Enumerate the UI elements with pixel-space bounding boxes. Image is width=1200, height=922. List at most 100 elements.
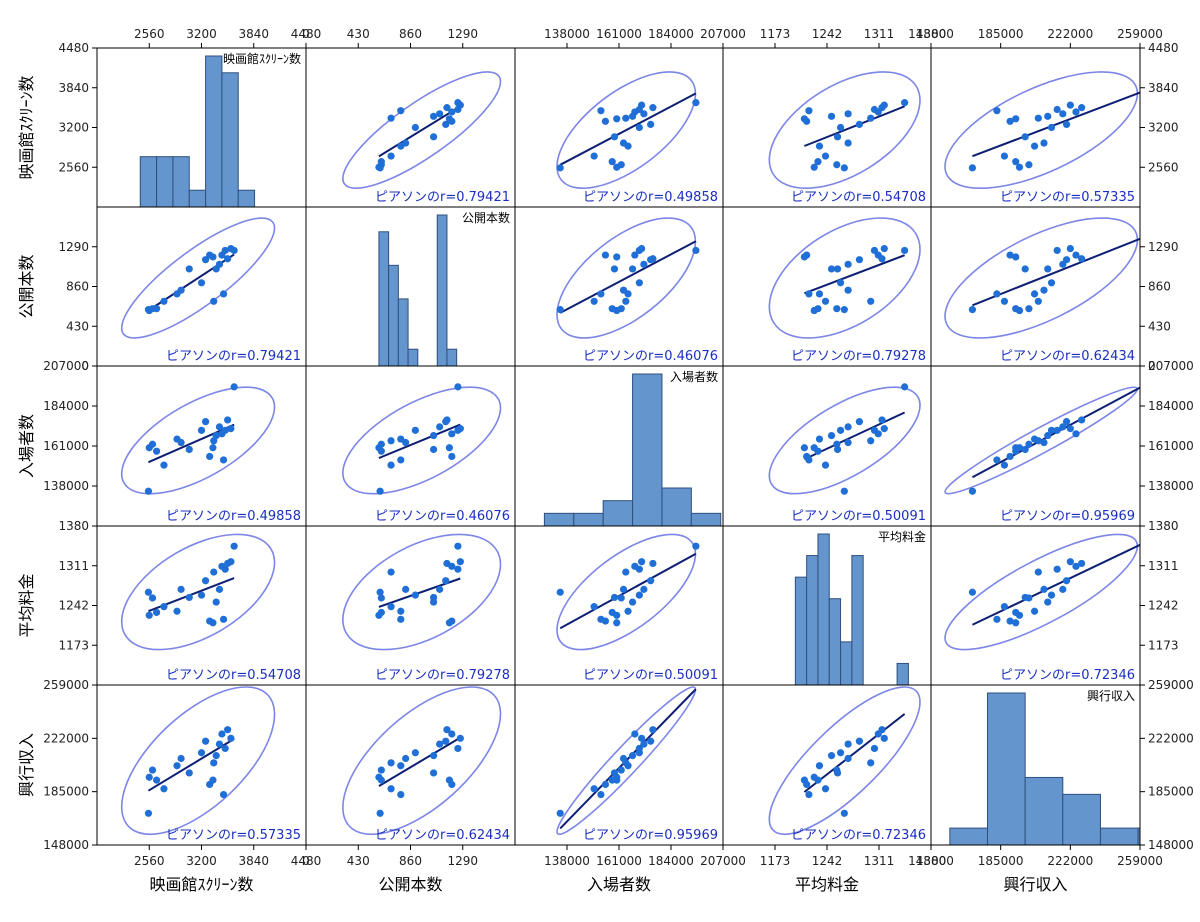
panel-2-4 [944,386,1140,495]
data-point [590,297,598,305]
data-point [209,776,217,784]
data-point [635,279,643,287]
x-tick-label-bottom: 1290 [447,854,478,868]
data-point [429,133,438,141]
data-point [827,265,836,273]
correlation-label: ピアソンのr=0.72346 [791,828,926,843]
panel-border [96,365,307,527]
data-point [148,766,157,774]
data-point [144,487,153,495]
data-point [197,426,206,434]
data-point [397,615,405,623]
data-point [436,110,444,118]
data-point [640,110,648,118]
y-axis-variable-label: 興行収入 [17,733,36,797]
data-point [1006,117,1014,125]
fit-line [559,240,697,314]
data-point [1078,416,1086,424]
histogram-bar [436,214,448,366]
data-point [597,615,605,623]
data-point [429,752,438,760]
panel-0-3 [768,71,921,190]
data-point [647,120,655,128]
histogram-bar [661,487,692,526]
data-point [635,591,643,599]
data-point [1012,158,1020,166]
confidence-ellipse [556,533,697,651]
x-tick-label-bottom: 207000 [700,854,746,868]
y-tick-label-left: 1173 [58,638,89,652]
data-point [1040,286,1048,294]
data-point [833,133,842,141]
x-tick-label-bottom: 259000 [1117,854,1163,868]
x-tick-label-top: 2560 [134,27,165,41]
histogram-bar [840,641,853,685]
data-point [840,164,848,172]
y-tick-label-left: 3840 [58,81,89,95]
y-tick-label-right: 0 [1148,359,1156,373]
data-point [1059,585,1067,593]
data-point [692,246,700,255]
data-point [152,608,161,617]
x-tick-label-bottom: 430 [347,854,370,868]
fit-line [972,91,1140,158]
data-point [387,152,395,160]
fit-line [378,105,461,158]
data-point [628,598,637,606]
x-tick-label-bottom: 860 [399,854,422,868]
data-point [870,426,879,434]
data-point [387,568,395,576]
confidence-ellipse [768,686,921,836]
correlation-label: ピアソンのr=0.49858 [583,190,718,205]
data-point [1025,305,1033,313]
x-tick-label-bottom: 3200 [186,854,217,868]
data-point [827,431,836,440]
x-axis-variable-label: 興行収入 [1003,875,1067,894]
data-point [619,585,628,593]
data-point [209,619,217,627]
confidence-ellipse [342,533,502,651]
histogram-bar [446,348,458,366]
confidence-ellipse [944,71,1139,190]
x-axis-variable-label: 平均料金 [795,875,859,894]
data-point [840,809,848,817]
data-point [224,726,232,734]
x-tick-label-top: 185000 [978,27,1024,41]
data-point [1072,562,1080,570]
data-point [805,790,813,799]
histogram-bar [851,555,864,685]
x-axis-variable-label: 映画館ｽｸﾘｰﾝ数 [149,875,253,894]
diagonal-variable-label: 興行収入 [1087,689,1135,703]
correlation-label: ピアソンのr=0.57335 [1000,190,1135,205]
data-point [402,438,410,447]
data-point [443,104,451,112]
data-point [1021,445,1029,454]
data-point [1000,297,1009,305]
y-tick-label-left: 1242 [58,599,89,613]
data-point [402,139,410,147]
histogram-bar [205,55,223,207]
x-tick-label-top: 259000 [1117,27,1163,41]
data-point [844,286,852,294]
data-point [867,759,875,767]
data-point [993,615,1001,623]
data-point [800,115,808,123]
panel-2-1 [342,383,502,495]
data-point [1142,99,1149,106]
data-point [815,142,824,150]
data-point [622,114,630,122]
data-point [219,290,228,298]
data-point [880,425,888,433]
data-point [152,447,161,455]
histogram-bar [632,373,663,526]
data-point [442,577,450,585]
data-point [221,246,229,255]
data-point [1066,244,1074,253]
data-point [814,305,822,313]
data-point [800,253,808,261]
data-point [880,244,888,253]
panel-1-1 [378,214,458,366]
data-point [805,107,813,115]
data-point [387,759,395,767]
fit-line [804,105,905,147]
